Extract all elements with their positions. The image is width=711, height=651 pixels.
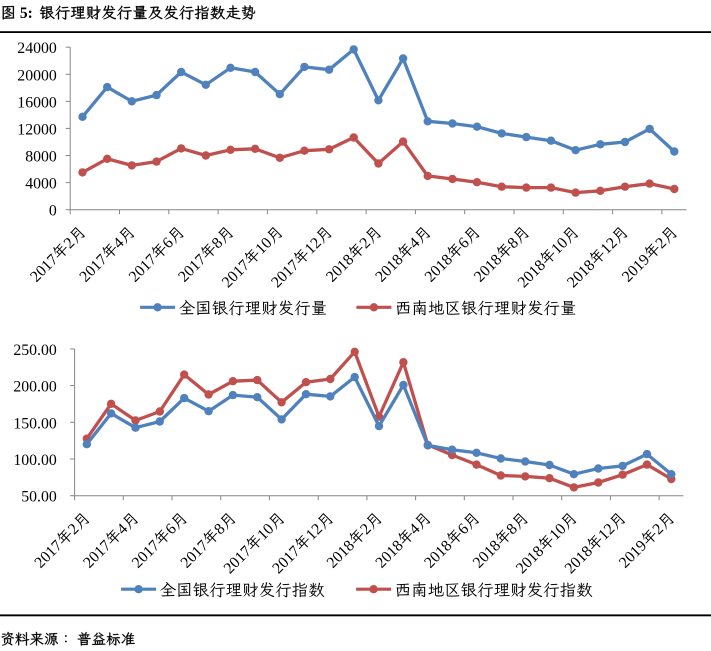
svg-text:5:: 5: xyxy=(20,5,33,22)
svg-text:0: 0 xyxy=(49,203,57,220)
svg-text:250.00: 250.00 xyxy=(13,342,57,359)
svg-text:50.00: 50.00 xyxy=(21,489,57,506)
svg-text:4000: 4000 xyxy=(25,176,57,193)
svg-text:100.00: 100.00 xyxy=(13,452,57,469)
svg-text:16000: 16000 xyxy=(17,94,57,111)
svg-text:150.00: 150.00 xyxy=(13,415,57,432)
svg-text:20000: 20000 xyxy=(17,67,57,84)
svg-text:24000: 24000 xyxy=(17,40,57,57)
svg-text:8000: 8000 xyxy=(25,149,57,166)
svg-text:200.00: 200.00 xyxy=(13,379,57,396)
svg-text:12000: 12000 xyxy=(17,121,57,138)
